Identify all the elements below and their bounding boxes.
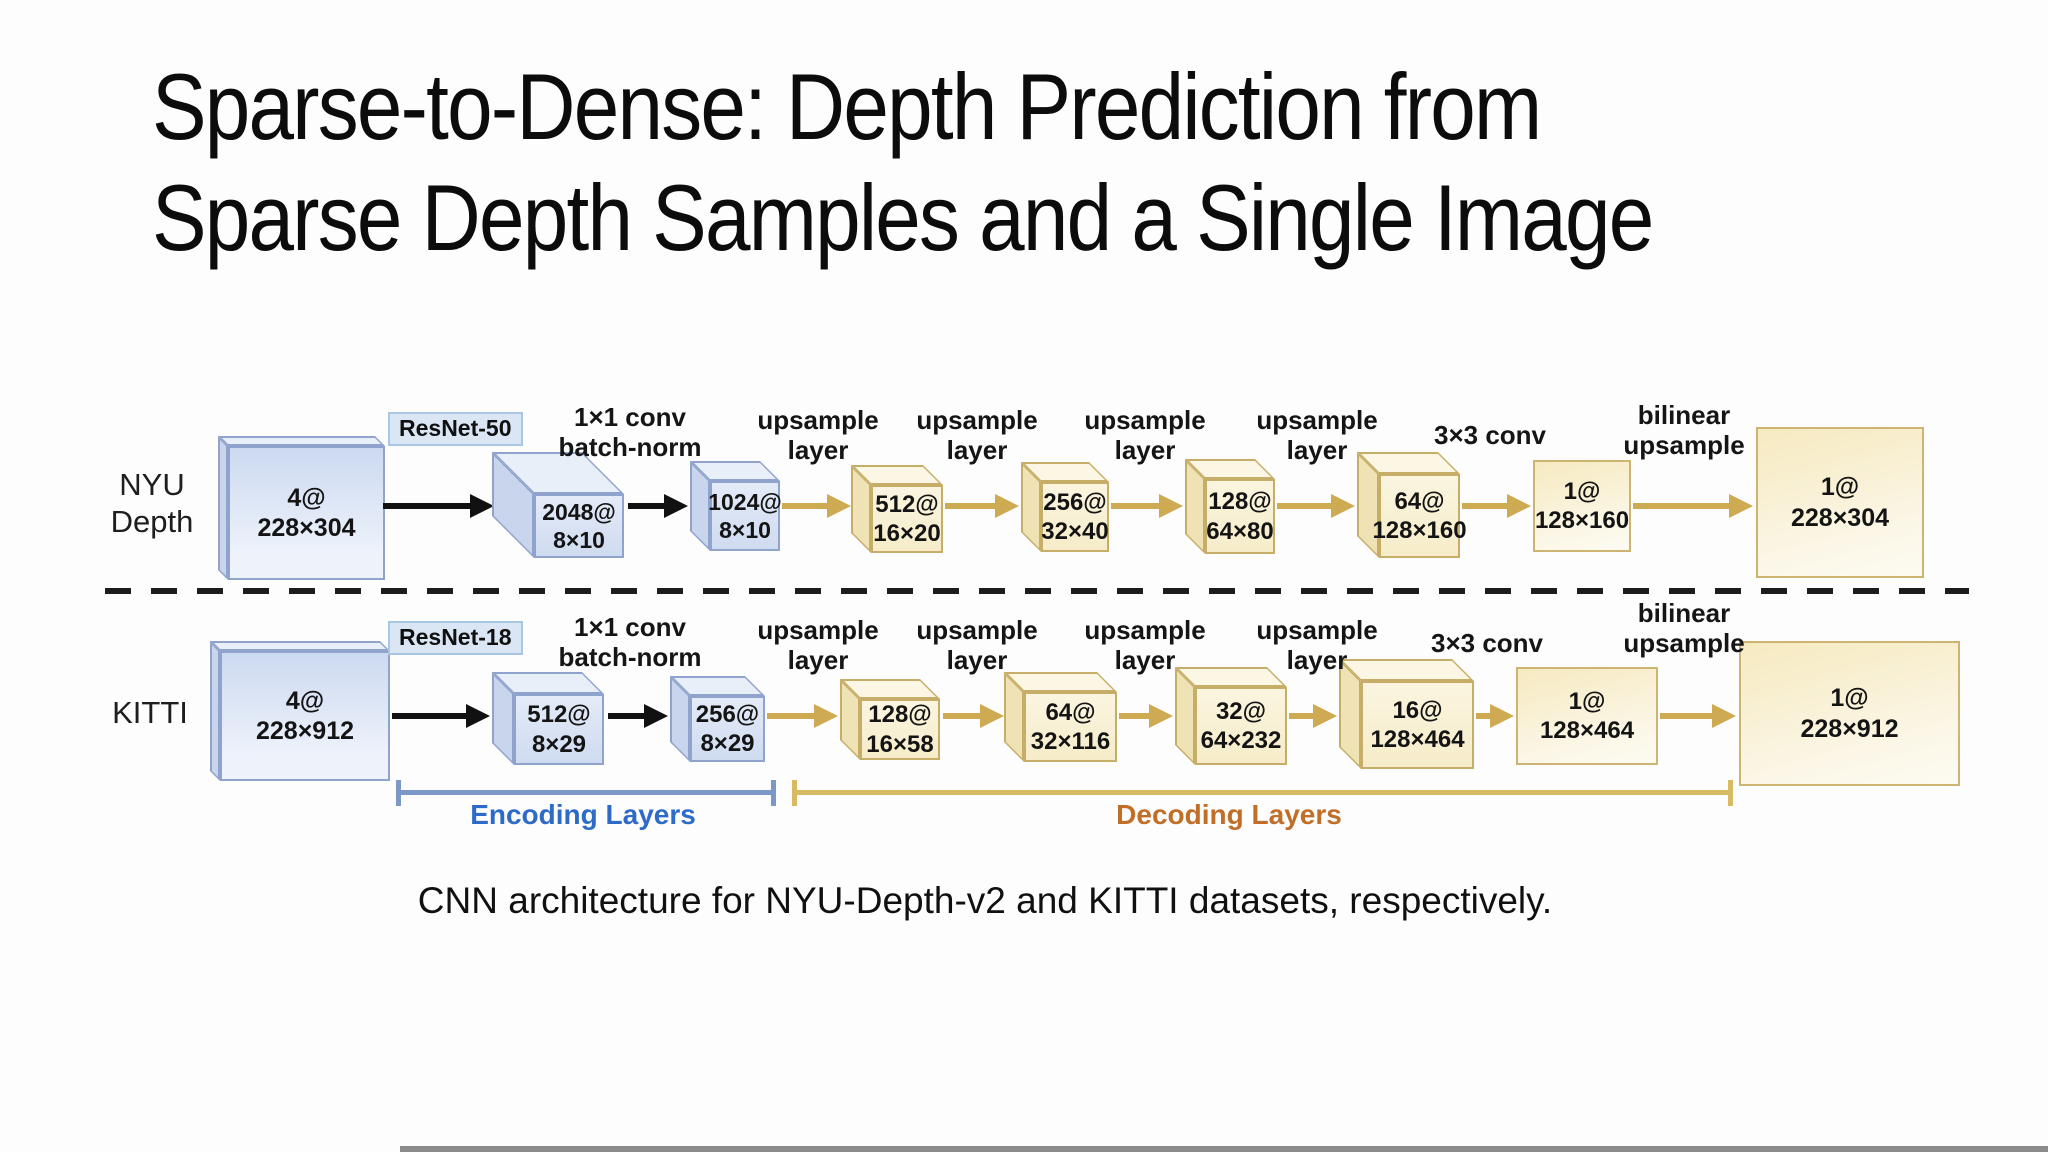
op-label-conv3x3: 3×3 conv — [1433, 420, 1547, 450]
row-divider-dashed-line — [105, 588, 1969, 594]
kitti-box-1-128x464: 1@ 128×464 — [1516, 667, 1658, 765]
box-front-face: 4@ 228×912 — [220, 651, 390, 781]
kitti-box-128: 128@ 16×58 — [840, 679, 940, 760]
encoding-layers-label: Encoding Layers — [470, 799, 696, 830]
kitti-box-64: 64@ 32×116 — [1004, 672, 1117, 762]
layer-label: 64@ 128×160 — [1372, 487, 1467, 544]
bottom-progress-bar — [400, 1146, 2048, 1152]
layer-label: 1@ 228×912 — [1800, 684, 1899, 743]
kitti-box-512: 512@ 8×29 — [492, 672, 604, 765]
decoder-arrow — [945, 503, 995, 509]
layer-label: 128@ 16×58 — [866, 701, 934, 758]
op-label-upsample: upsample layer — [757, 405, 879, 466]
nyu-box-1024: 1024@ 8×10 — [690, 461, 782, 551]
encoder-arrow — [392, 713, 466, 719]
decoder-arrow — [1111, 503, 1159, 509]
kitti-box-32: 32@ 64×232 — [1175, 667, 1287, 765]
nyu-box-64: 64@ 128×160 — [1357, 452, 1467, 558]
nyu-input-box: 4@ 228×304 — [218, 436, 385, 580]
box-front-face: 512@ 8×29 — [514, 694, 604, 765]
box-front-face: 128@ 64×80 — [1205, 479, 1275, 554]
layer-label: 64@ 32×116 — [1030, 698, 1111, 755]
box-front-face: 64@ 32×116 — [1024, 692, 1117, 762]
layer-label: 16@ 128×464 — [1370, 696, 1465, 753]
kitti-box-256: 256@ 8×29 — [670, 676, 765, 762]
op-label-upsample: upsample layer — [757, 615, 879, 676]
box-front-face: 128@ 16×58 — [860, 699, 940, 760]
nyu-box-128: 128@ 64×80 — [1185, 459, 1275, 554]
layer-label: 512@ 16×20 — [873, 490, 941, 547]
decoder-arrow — [1633, 503, 1729, 509]
backbone-badge-resnet50: ResNet-50 — [388, 412, 523, 446]
row-label-nyu-depth: NYU Depth — [110, 467, 194, 540]
op-label-upsample: upsample layer — [1084, 405, 1206, 466]
layer-label: 4@ 228×304 — [257, 483, 356, 543]
layer-label: 32@ 64×232 — [1200, 697, 1282, 754]
op-label-conv1x1: 1×1 conv batch-norm — [558, 612, 702, 673]
decoding-layers-label: Decoding Layers — [1116, 799, 1342, 830]
decoding-layers-bracket — [792, 780, 1733, 806]
layer-label: 128@ 64×80 — [1206, 488, 1274, 545]
layer-label: 2048@ 8×10 — [542, 498, 616, 553]
box-front-face: 256@ 32×40 — [1041, 482, 1109, 552]
op-label-bilinear: bilinear upsample — [1623, 598, 1745, 659]
box-front-face: 32@ 64×232 — [1195, 687, 1287, 765]
box-front-face: 256@ 8×29 — [690, 696, 765, 762]
op-label-upsample: upsample layer — [1256, 405, 1378, 466]
layer-label: 256@ 8×29 — [695, 700, 760, 757]
decoder-arrow — [782, 503, 827, 509]
box-front-face: 512@ 16×20 — [871, 485, 943, 553]
decoder-arrow — [767, 713, 814, 719]
decoder-arrow — [943, 713, 980, 719]
box-top-face — [210, 641, 390, 651]
layer-label: 1@ 228×304 — [1790, 473, 1890, 532]
row-label-kitti: KITTI — [112, 695, 188, 730]
op-label-upsample: upsample layer — [1084, 615, 1206, 676]
box-front-face: 1024@ 8×10 — [708, 481, 782, 551]
nyu-box-512: 512@ 16×20 — [851, 465, 943, 553]
op-label-conv3x3: 3×3 conv — [1430, 628, 1544, 658]
backbone-badge-resnet18: ResNet-18 — [388, 621, 523, 655]
nyu-output-box: 1@ 228×304 — [1756, 427, 1924, 578]
op-label-upsample: upsample layer — [916, 615, 1038, 676]
decoder-arrow — [1277, 503, 1331, 509]
box-front-face: 2048@ 8×10 — [534, 494, 624, 558]
box-side-face — [218, 436, 228, 580]
encoder-arrow — [383, 503, 470, 509]
layer-label: 1@ 128×464 — [1539, 687, 1635, 744]
box-top-face — [218, 436, 385, 446]
decoder-arrow — [1119, 713, 1149, 719]
box-front-face: 16@ 128×464 — [1361, 681, 1474, 769]
encoding-layers-bracket — [396, 780, 776, 806]
nyu-box-1-128x160: 1@ 128×160 — [1533, 460, 1631, 552]
kitti-output-box: 1@ 228×912 — [1739, 641, 1960, 786]
layer-label: 1024@ 8×10 — [708, 488, 782, 543]
layer-label: 1@ 128×160 — [1534, 477, 1630, 534]
encoder-arrow — [628, 503, 664, 509]
box-front-face: 4@ 228×304 — [228, 446, 385, 580]
decoder-arrow — [1476, 713, 1490, 719]
kitti-input-box: 4@ 228×912 — [210, 641, 390, 781]
op-label-upsample: upsample layer — [1256, 615, 1378, 676]
kitti-box-16: 16@ 128×464 — [1339, 659, 1474, 769]
layer-label: 256@ 32×40 — [1041, 488, 1109, 545]
nyu-box-2048: 2048@ 8×10 — [492, 452, 624, 558]
op-label-bilinear: bilinear upsample — [1623, 400, 1745, 461]
nyu-box-256: 256@ 32×40 — [1021, 462, 1109, 552]
decoder-arrow — [1462, 503, 1507, 509]
op-label-upsample: upsample layer — [916, 405, 1038, 466]
encoder-arrow — [608, 713, 644, 719]
decoder-arrow — [1660, 713, 1712, 719]
figure-caption: CNN architecture for NYU-Depth-v2 and KI… — [417, 880, 1553, 921]
layer-label: 4@ 228×912 — [255, 686, 355, 746]
decoder-arrow — [1289, 713, 1313, 719]
box-side-face — [210, 641, 220, 781]
box-front-face: 64@ 128×160 — [1372, 474, 1467, 558]
slide-title: Sparse-to-Dense: Depth Prediction from S… — [152, 54, 1654, 270]
layer-label: 512@ 8×29 — [527, 701, 591, 758]
op-label-conv1x1: 1×1 conv batch-norm — [558, 402, 702, 463]
